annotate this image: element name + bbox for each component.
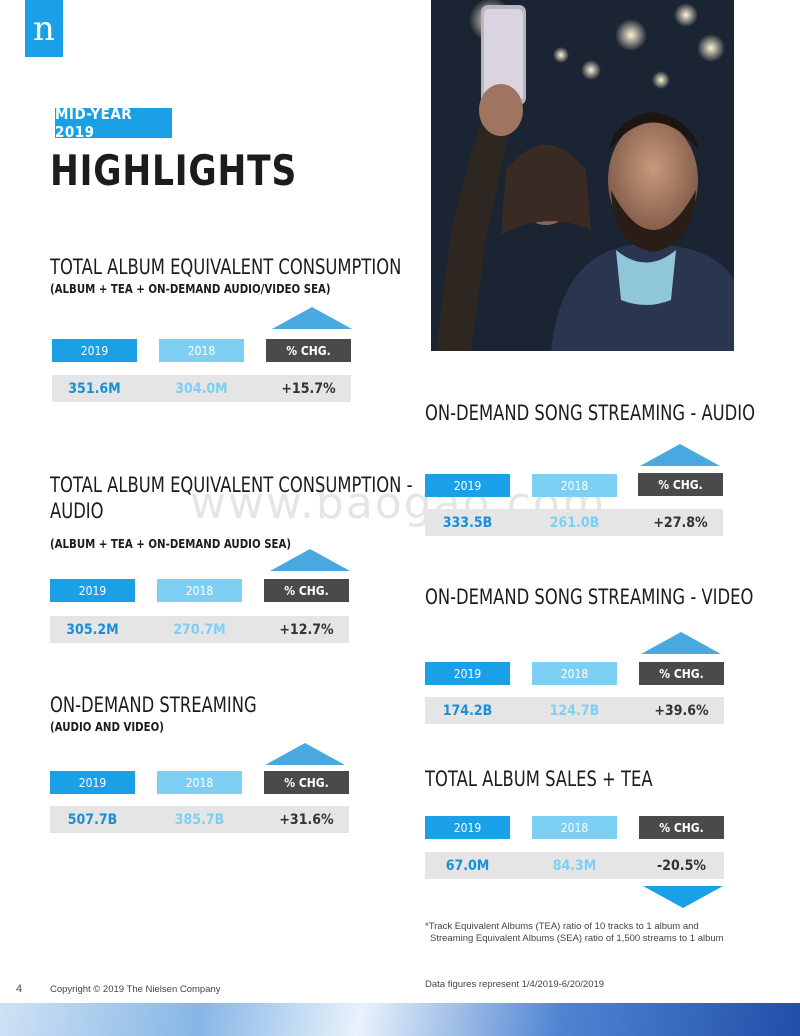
value-2019: 67.0M <box>445 857 490 874</box>
trend-up-arrow <box>640 444 720 466</box>
section-title: TOTAL ALBUM SALES + TEA <box>425 767 653 791</box>
value-2019: 351.6M <box>68 380 121 397</box>
year-2018-header: 2018 <box>532 816 617 839</box>
value-2019: 174.2B <box>442 702 493 719</box>
section-title-line2: AUDIO <box>50 499 104 523</box>
concert-photo <box>431 0 734 351</box>
value-2018: 270.7M <box>173 621 226 638</box>
section-title: TOTAL ALBUM EQUIVALENT CONSUMPTION <box>50 255 402 279</box>
year-2018-header: 2018 <box>532 662 617 685</box>
page-title: HIGHLIGHTS <box>50 146 298 195</box>
value-row <box>50 616 349 643</box>
value-row <box>50 806 349 833</box>
trend-up-arrow <box>272 307 352 329</box>
data-range-note: Data figures represent 1/4/2019-6/20/201… <box>425 979 605 990</box>
section-subtitle: (ALBUM + TEA + ON-DEMAND AUDIO/VIDEO SEA… <box>50 282 331 296</box>
year-2018-header: 2018 <box>159 339 244 362</box>
value-pct-change: +27.8% <box>653 514 708 531</box>
value-2019: 333.5B <box>442 514 493 531</box>
value-pct-change: +15.7% <box>281 380 336 397</box>
year-2019-header: 2019 <box>425 816 510 839</box>
concert-photo-illustration <box>431 0 734 351</box>
value-pct-change: +12.7% <box>279 621 334 638</box>
decorative-bottom-band <box>0 1003 800 1036</box>
year-2019-header: 2019 <box>50 579 135 602</box>
trend-up-arrow <box>270 549 350 571</box>
value-2018: 261.0B <box>549 514 600 531</box>
section-title: TOTAL ALBUM EQUIVALENT CONSUMPTION - <box>50 473 413 497</box>
section-title: ON-DEMAND STREAMING <box>50 693 257 717</box>
pct-change-header: % CHG. <box>264 771 349 794</box>
value-2018: 124.7B <box>549 702 600 719</box>
pct-change-header: % CHG. <box>639 662 724 685</box>
section-title: ON-DEMAND SONG STREAMING - AUDIO <box>425 401 755 425</box>
year-2018-header: 2018 <box>157 579 242 602</box>
value-2019: 507.7B <box>67 811 118 828</box>
value-pct-change: +31.6% <box>279 811 334 828</box>
footnote-line2: Streaming Equivalent Albums (SEA) ratio … <box>430 933 724 944</box>
footnote-line1: *Track Equivalent Albums (TEA) ratio of … <box>425 921 699 932</box>
value-row <box>52 375 351 402</box>
nielsen-logo: n <box>25 0 63 57</box>
value-2018: 84.3M <box>552 857 597 874</box>
value-row <box>425 852 724 879</box>
mid-year-badge: MID-YEAR 2019 <box>55 105 172 141</box>
trend-down-arrow <box>643 886 723 908</box>
section-subtitle: (ALBUM + TEA + ON-DEMAND AUDIO SEA) <box>50 537 292 551</box>
year-2019-header: 2019 <box>50 771 135 794</box>
value-row <box>425 697 724 724</box>
pct-change-header: % CHG. <box>264 579 349 602</box>
trend-up-arrow <box>265 743 345 765</box>
year-2018-header: 2018 <box>157 771 242 794</box>
pct-change-header: % CHG. <box>639 816 724 839</box>
year-2019-header: 2019 <box>425 662 510 685</box>
year-2018-header: 2018 <box>532 474 617 497</box>
value-pct-change: +39.6% <box>654 702 709 719</box>
trend-up-arrow <box>641 632 721 654</box>
pct-change-header: % CHG. <box>266 339 351 362</box>
value-2018: 304.0M <box>175 380 228 397</box>
value-2019: 305.2M <box>66 621 119 638</box>
value-pct-change: -20.5% <box>657 857 706 874</box>
year-2019-header: 2019 <box>52 339 137 362</box>
value-2018: 385.7B <box>174 811 225 828</box>
pct-change-header: % CHG. <box>638 473 723 496</box>
section-title: ON-DEMAND SONG STREAMING - VIDEO <box>425 585 754 609</box>
copyright: Copyright © 2019 The Nielsen Company <box>50 984 221 995</box>
value-row <box>425 509 723 536</box>
year-2019-header: 2019 <box>425 474 510 497</box>
page-number: 4 <box>16 983 23 995</box>
section-subtitle: (AUDIO AND VIDEO) <box>50 720 164 734</box>
